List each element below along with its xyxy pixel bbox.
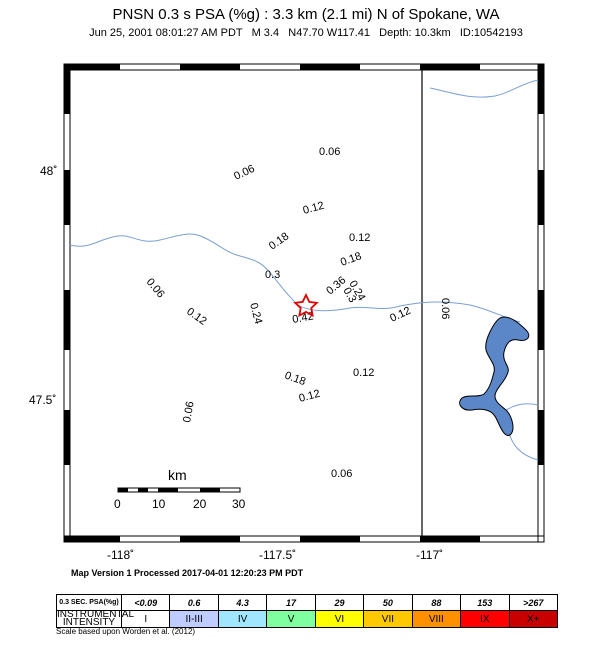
legend-psa-value: 153: [460, 594, 510, 611]
legend-intensity: VIII: [411, 610, 462, 628]
legend-psa-value: 29: [314, 594, 365, 611]
lat-label-47-5: 47.5˚: [29, 393, 57, 407]
processed-note: Map Version 1 Processed 2017-04-01 12:20…: [71, 568, 304, 578]
legend-intensity: X+: [508, 610, 558, 628]
map-border-ticks: [63, 63, 545, 543]
map-frame: [63, 63, 545, 543]
contour-label: 0.06: [181, 400, 197, 423]
map-title: PNSN 0.3 s PSA (%g) : 3.3 km (2.1 mi) N …: [112, 6, 500, 23]
star-icon: [293, 292, 319, 318]
scale-bar-tick: 20: [193, 497, 207, 511]
legend-psa-value: 88: [411, 594, 462, 611]
legend-intensity-header: INSTRUMENTAL INTENSITY: [56, 609, 135, 628]
lon-label-117-5: -117.5˚: [259, 548, 297, 562]
contour-label: 0.06: [439, 298, 451, 319]
legend-psa-value: 50: [363, 594, 413, 611]
legend-psa-value: 17: [266, 594, 316, 611]
lon-label-117: -117˚: [416, 548, 444, 562]
legend-psa-row: 0.3 SEC. PSA(%g) <0.09 0.6 4.3 17 29 50 …: [56, 594, 558, 611]
legend-intensity: IX: [460, 610, 510, 628]
contour-label: 0.06: [319, 146, 340, 158]
legend-intensity: VII: [363, 610, 413, 628]
legend-psa-value: 4.3: [217, 594, 268, 611]
spokane-river: [69, 233, 521, 323]
legend-intensity: I: [120, 610, 171, 628]
legend-psa-value: >267: [508, 594, 558, 611]
scale-bar-unit: km: [168, 467, 187, 483]
map-subtitle: Jun 25, 2001 08:01:27 AM PDT M 3.4 N47.7…: [89, 27, 523, 39]
scale-bar-tick: 30: [232, 497, 246, 511]
scale-bar-tick: 10: [152, 497, 166, 511]
contour-label: 0.12: [298, 388, 322, 405]
scale-bar: km 0 10 20 30: [114, 467, 246, 511]
contour-label: 0.12: [302, 200, 326, 217]
legend-intensity: V: [266, 610, 316, 628]
scale-bar-tick: 0: [114, 497, 121, 511]
intensity-legend: 0.3 SEC. PSA(%g) <0.09 0.6 4.3 17 29 50 …: [56, 594, 558, 628]
contour-label: 0.12: [353, 367, 374, 379]
legend-intensity: II-III: [169, 610, 219, 628]
legend-intensity: IV: [217, 610, 268, 628]
contour-label: 0.12: [349, 232, 370, 244]
legend-intensity-row: INSTRUMENTAL INTENSITY I II-III IV V VI …: [56, 609, 558, 628]
river-north: [429, 79, 539, 98]
scale-note: Scale based upon Worden et al. (2012): [56, 627, 196, 636]
contour-label: 0.06: [331, 468, 352, 480]
lon-label-118: -118˚: [107, 548, 135, 562]
shakemap: 0.06 0.06 0.12 0.12 0.18 0.18 0.3 0.24 0…: [63, 63, 545, 543]
contour-label: 0.3: [265, 269, 280, 281]
lat-label-48: 48˚: [40, 164, 58, 178]
legend-intensity: VI: [314, 610, 365, 628]
lake: [459, 316, 530, 436]
contour-label: 0.24: [247, 302, 264, 326]
legend-psa-value: 0.6: [169, 594, 219, 611]
